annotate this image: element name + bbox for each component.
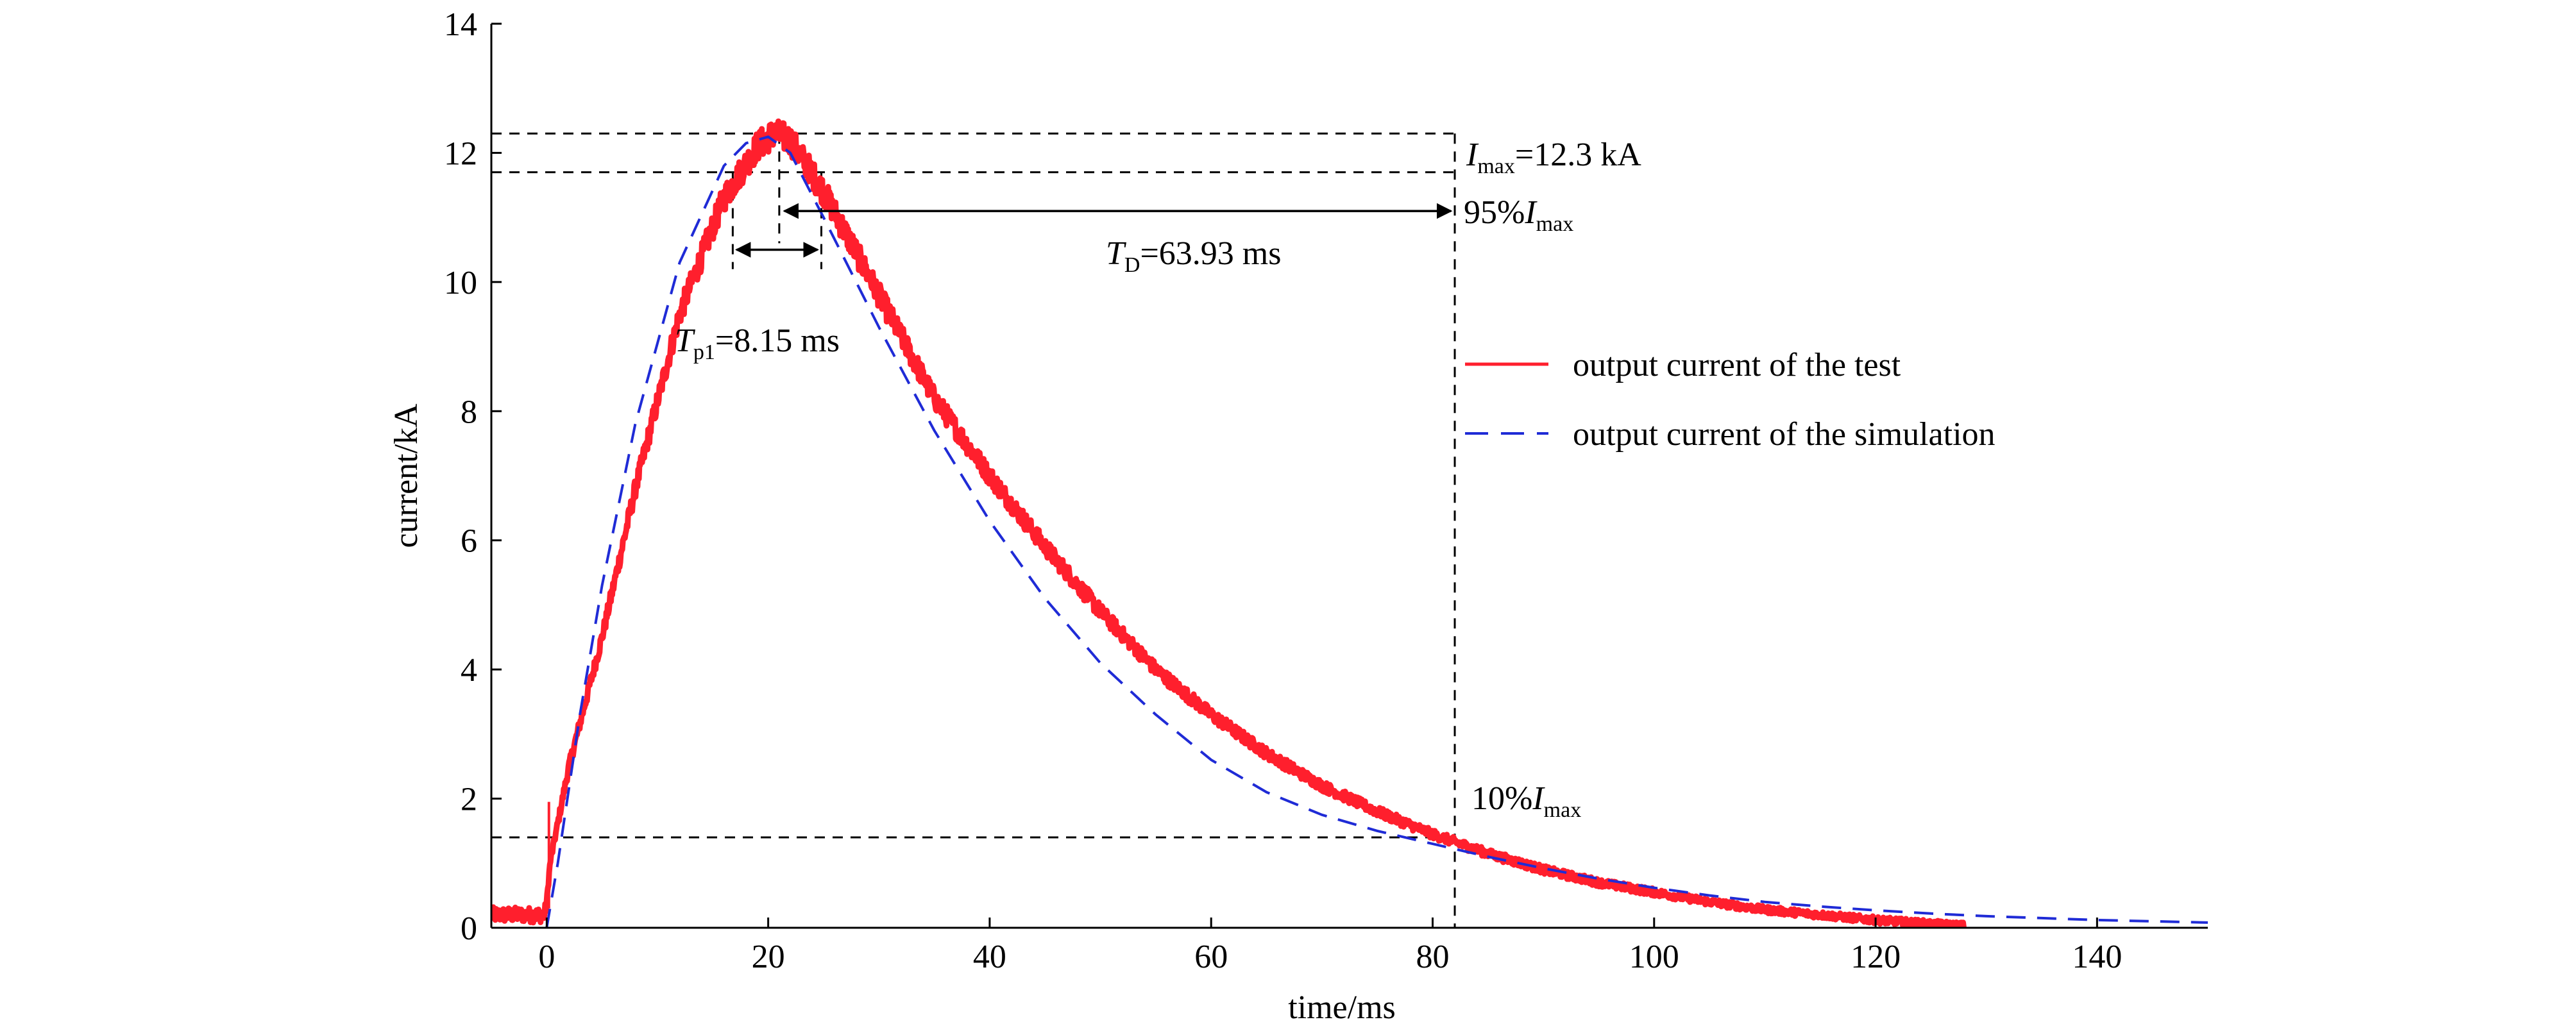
x-tick-label: 100 <box>1629 939 1679 975</box>
x-tick-label: 0 <box>538 939 555 975</box>
x-tick-label: 20 <box>752 939 785 975</box>
x-tick-label: 80 <box>1416 939 1449 975</box>
y-tick-label: 8 <box>461 394 477 430</box>
y-tick-label: 12 <box>444 135 477 172</box>
x-tick-label: 120 <box>1851 939 1901 975</box>
imax10-label: 10%Imax <box>1471 780 1581 822</box>
y-tick-label: 2 <box>461 782 477 818</box>
annotations: Imax=12.3 kA 95%Imax TD=63.93 ms Tp1=8.15 m… <box>675 137 1641 822</box>
reference-lines <box>491 132 1456 928</box>
series-layer <box>491 118 2208 928</box>
y-axis-label: current/kA <box>388 403 425 548</box>
y-tick-label: 6 <box>461 523 477 560</box>
legend-label-simulation: output current of the simulation <box>1573 416 1996 453</box>
y-tick-label: 0 <box>461 910 477 947</box>
y-tick-label: 4 <box>461 652 477 689</box>
y-tick-label: 10 <box>444 265 477 301</box>
imax95-label: 95%Imax <box>1464 194 1573 236</box>
legend: output current of the test output curren… <box>1465 347 1996 453</box>
series-test-line <box>491 118 1967 928</box>
series-simulation-line <box>545 135 2208 928</box>
y-tick-label: 14 <box>444 6 477 43</box>
x-tick-label: 60 <box>1194 939 1228 975</box>
x-tick-label: 140 <box>2072 939 2122 975</box>
legend-label-test: output current of the test <box>1573 347 1901 383</box>
axes: 0 20 40 60 80 100 120 140 0 2 4 6 8 10 12 14 <box>444 6 2208 975</box>
tp1-label: Tp1=8.15 ms <box>675 323 840 364</box>
x-axis-label: time/ms <box>1288 989 1396 1026</box>
x-tick-label: 40 <box>973 939 1006 975</box>
td-label: TD=63.93 ms <box>1106 235 1282 277</box>
imax-label: Imax=12.3 kA <box>1466 137 1641 178</box>
